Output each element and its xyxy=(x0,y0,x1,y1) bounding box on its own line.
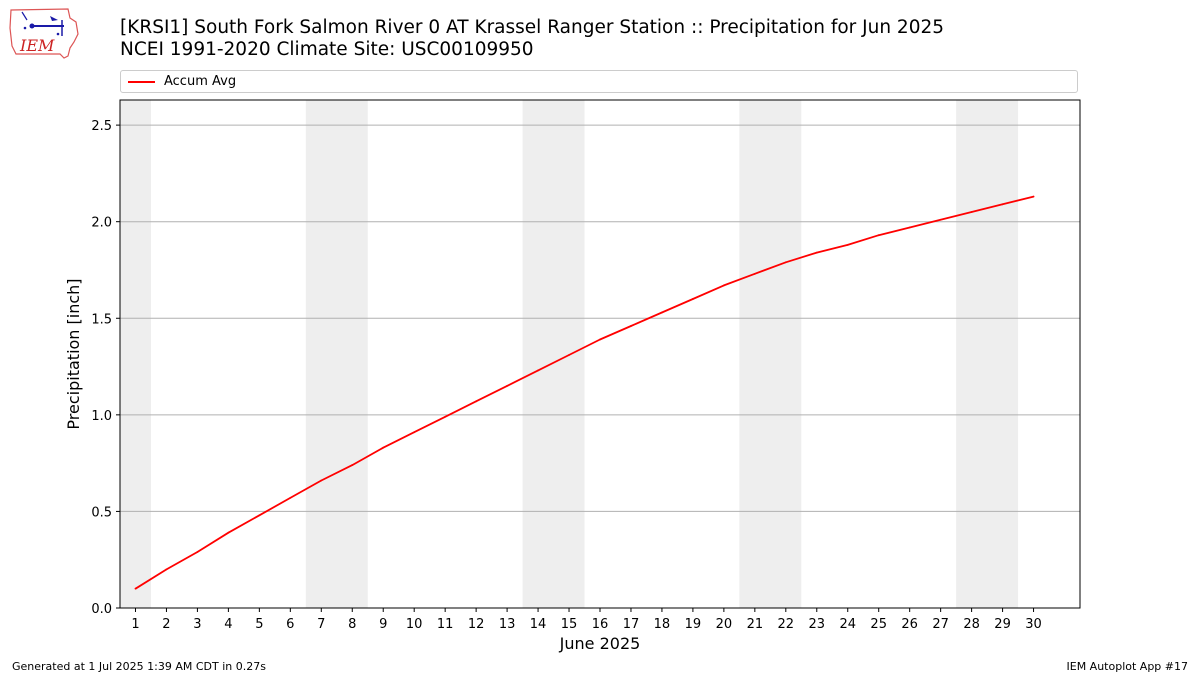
data-point-29 xyxy=(1001,203,1004,206)
x-tick-label-28: 28 xyxy=(963,617,980,632)
x-tick-label-15: 15 xyxy=(561,617,578,632)
data-point-8 xyxy=(351,464,354,466)
x-tick-label-7: 7 xyxy=(317,617,325,632)
data-point-14 xyxy=(537,369,539,372)
x-tick-label-2: 2 xyxy=(162,617,170,632)
y-tick-label-3: 1.5 xyxy=(91,312,112,327)
legend-swatch-accum-avg xyxy=(128,81,155,83)
data-point-11 xyxy=(444,415,447,418)
y-axis-ticks: 0.0 0.5 1.0 1.5 2.0 2.5 xyxy=(91,119,120,617)
y-tick-label-0: 0.0 xyxy=(91,602,112,617)
data-point-13 xyxy=(506,384,508,387)
x-tick-label-9: 9 xyxy=(379,617,387,632)
data-point-7 xyxy=(320,479,323,482)
series-layer xyxy=(134,195,1035,590)
x-tick-label-18: 18 xyxy=(654,617,671,632)
y-gridlines xyxy=(120,124,1080,609)
data-point-22 xyxy=(784,261,787,264)
x-tick-label-10: 10 xyxy=(406,617,423,632)
x-tick-label-26: 26 xyxy=(901,617,918,632)
footer-generated-note: Generated at 1 Jul 2025 1:39 AM CDT in 0… xyxy=(12,660,266,673)
x-tick-label-20: 20 xyxy=(716,617,733,632)
data-point-4 xyxy=(227,531,230,534)
x-tick-label-23: 23 xyxy=(809,617,826,632)
data-point-21 xyxy=(753,272,756,275)
data-point-19 xyxy=(692,298,694,300)
logo-text: IEM xyxy=(19,36,55,55)
data-point-16 xyxy=(599,338,601,341)
series-line-accum-avg xyxy=(135,195,1034,590)
x-tick-label-12: 12 xyxy=(468,617,485,632)
x-tick-label-4: 4 xyxy=(224,617,232,632)
legend: Accum Avg xyxy=(120,70,1078,93)
data-point-15 xyxy=(568,354,570,356)
iem-logo: IEM xyxy=(9,8,79,59)
x-tick-label-29: 29 xyxy=(994,617,1011,632)
footer-app-credit: IEM Autoplot App #17 xyxy=(1066,660,1189,673)
data-point-20 xyxy=(722,284,725,287)
chart-title: [KRSI1] South Fork Salmon River 0 AT Kra… xyxy=(120,17,945,38)
data-point-5 xyxy=(258,514,261,517)
weekend-band-2 xyxy=(305,100,368,608)
data-point-17 xyxy=(630,325,632,327)
data-point-26 xyxy=(908,226,911,229)
x-tick-label-13: 13 xyxy=(499,617,516,632)
weekend-band-1 xyxy=(120,100,151,608)
chart-subtitle: NCEI 1991-2020 Climate Site: USC00109950 xyxy=(120,39,534,60)
data-point-12 xyxy=(475,400,478,403)
data-point-24 xyxy=(846,243,849,246)
data-point-10 xyxy=(413,431,416,434)
data-point-27 xyxy=(939,218,942,221)
x-tick-label-30: 30 xyxy=(1025,617,1042,632)
y-tick-label-2: 1.0 xyxy=(91,409,112,424)
x-tick-label-14: 14 xyxy=(530,617,547,632)
x-tick-label-1: 1 xyxy=(131,617,139,632)
weekend-band-5 xyxy=(956,100,1019,608)
data-point-2 xyxy=(165,568,168,571)
x-tick-label-5: 5 xyxy=(255,617,263,632)
data-point-23 xyxy=(815,251,818,254)
data-point-30 xyxy=(1032,195,1035,198)
x-tick-label-27: 27 xyxy=(932,617,949,632)
plot-frame xyxy=(119,99,1081,609)
x-tick-label-22: 22 xyxy=(778,617,795,632)
x-tick-label-11: 11 xyxy=(437,617,454,632)
weekend-band-3 xyxy=(522,100,585,608)
x-tick-label-6: 6 xyxy=(286,617,294,632)
x-tick-label-3: 3 xyxy=(193,617,201,632)
data-point-6 xyxy=(289,497,292,499)
data-point-18 xyxy=(661,311,663,314)
weekend-bands xyxy=(120,100,1019,608)
legend-label-accum-avg: Accum Avg xyxy=(164,74,237,89)
x-tick-label-17: 17 xyxy=(623,617,640,632)
x-axis-label: June 2025 xyxy=(559,634,641,653)
data-point-1 xyxy=(134,587,137,590)
y-axis-label: Precipitation [inch] xyxy=(64,278,83,429)
y-tick-label-4: 2.0 xyxy=(91,216,112,231)
data-point-9 xyxy=(382,446,385,449)
data-point-28 xyxy=(970,211,973,213)
data-point-3 xyxy=(196,551,199,553)
x-axis-ticks: 1 2 3 4 5 6 7 8 9 10 11 12 13 14 15 16 17 18 19 20 21 22 23 24 2… xyxy=(131,608,1042,632)
x-tick-label-24: 24 xyxy=(839,617,856,632)
y-tick-label-5: 2.5 xyxy=(91,119,112,134)
data-point-25 xyxy=(877,234,880,237)
x-tick-label-16: 16 xyxy=(592,617,609,632)
x-tick-label-25: 25 xyxy=(870,617,887,632)
weekend-band-4 xyxy=(739,100,802,608)
x-tick-label-21: 21 xyxy=(747,617,764,632)
x-tick-label-8: 8 xyxy=(348,617,356,632)
y-tick-label-1: 0.5 xyxy=(91,505,112,520)
x-tick-label-19: 19 xyxy=(685,617,702,632)
